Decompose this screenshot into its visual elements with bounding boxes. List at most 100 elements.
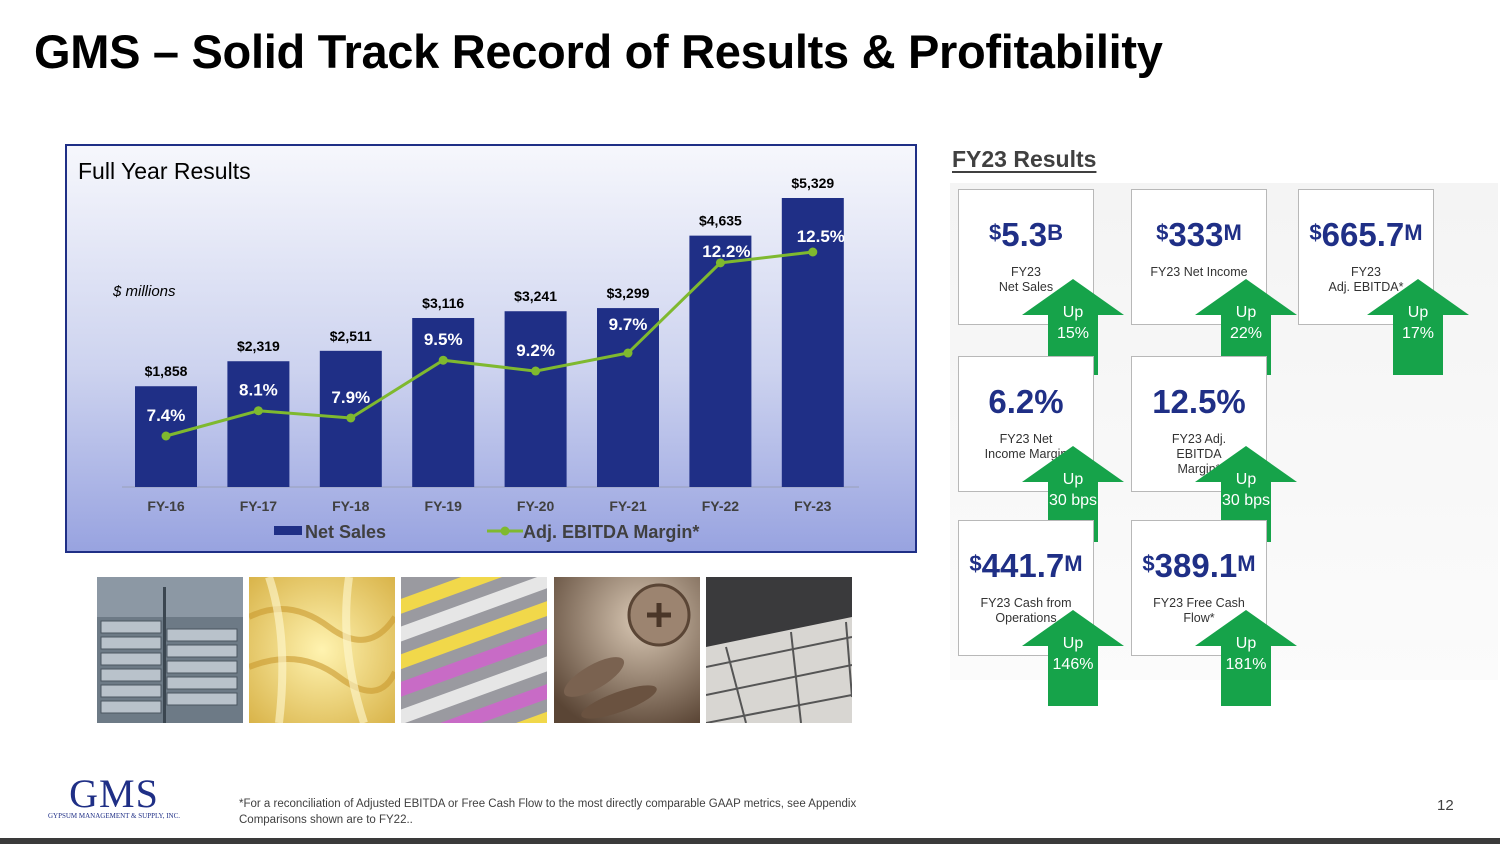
arrow-up-text: Up — [1235, 304, 1257, 321]
card-value-prefix: $ — [969, 551, 982, 576]
arrow-change-text: 30 bps — [1221, 492, 1271, 509]
card-value: $333M — [1132, 216, 1266, 254]
up-arrow-icon: Up 30 bps — [1022, 446, 1124, 542]
card-value-suffix: B — [1047, 220, 1063, 245]
x-tick-label: FY-21 — [609, 498, 647, 514]
up-arrow-icon: Up 30 bps — [1195, 446, 1297, 542]
ebitda-margin-label: 9.2% — [516, 341, 555, 360]
up-arrow-icon: Up 15% — [1022, 279, 1124, 375]
bar-value-label: $1,858 — [145, 363, 188, 379]
bottom-bar — [0, 838, 1500, 844]
card-value: 6.2% — [959, 383, 1093, 421]
arrow-change-text: 30 bps — [1048, 492, 1098, 509]
bar-fy-20 — [504, 311, 567, 487]
drywall-photo — [401, 577, 547, 723]
ebitda-margin-label: 8.1% — [239, 381, 278, 400]
arrow-up-text: Up — [1062, 304, 1084, 321]
ebitda-margin-point — [531, 366, 541, 376]
card-value: 12.5% — [1132, 383, 1266, 421]
card-value-number: 12.5% — [1152, 383, 1246, 420]
arrow-up-text: Up — [1062, 635, 1084, 652]
footnote: *For a reconciliation of Adjusted EBITDA… — [239, 796, 856, 828]
arrow-up-text: Up — [1407, 304, 1429, 321]
gms-logo: GMS GYPSUM MANAGEMENT & SUPPLY, INC. — [44, 774, 184, 822]
legend-ebitda-label: Adj. EBITDA Margin* — [523, 522, 699, 542]
bar-value-label: $3,116 — [422, 295, 464, 311]
up-arrow-icon: Up 146% — [1022, 610, 1124, 706]
ebitda-margin-line — [165, 250, 813, 438]
ebitda-margin-label: 12.2% — [702, 242, 750, 261]
x-tick-label: FY-20 — [517, 498, 555, 514]
card-value-prefix: $ — [1156, 220, 1169, 245]
ceiling-tiles-photo — [706, 577, 852, 723]
page-title: GMS – Solid Track Record of Results & Pr… — [34, 25, 1163, 78]
bar-fy-17 — [227, 361, 290, 487]
card-value: $665.7M — [1299, 216, 1433, 254]
arrow-change-text: 146% — [1052, 656, 1094, 673]
card-value-number: 6.2% — [988, 383, 1064, 420]
ebitda-margin-label: 9.5% — [424, 330, 463, 349]
card-label: FY23 Adj. EBITDA* — [1328, 265, 1404, 294]
arrow-change-text: 17% — [1401, 325, 1435, 342]
card-label: FY23 Net Income — [1150, 265, 1248, 279]
card-value: $441.7M — [959, 547, 1093, 585]
card-value-number: 441.7 — [981, 547, 1065, 584]
ebitda-margin-point — [808, 247, 818, 257]
chart-title: Full Year Results — [78, 158, 251, 184]
fy23-results-heading: FY23 Results — [952, 146, 1097, 172]
ebitda-margin-point — [346, 413, 356, 423]
card-value-number: 665.7 — [1321, 216, 1405, 253]
bar-value-label: $3,299 — [607, 285, 650, 301]
insulation-photo — [249, 577, 395, 723]
bar-value-label: $5,329 — [791, 175, 834, 191]
bar-fy-22 — [689, 235, 752, 487]
card-value-number: 333 — [1168, 216, 1224, 253]
x-tick-label: FY-22 — [702, 498, 740, 514]
legend-ebitda-swatch-point — [500, 526, 510, 536]
bar-fy-19 — [412, 318, 475, 487]
arrow-change-text: 15% — [1056, 325, 1090, 342]
ebitda-margin-point — [253, 406, 263, 416]
card-value-suffix: M — [1404, 220, 1423, 245]
arrow-change-text: 181% — [1225, 656, 1267, 673]
bar-fy-23 — [781, 198, 844, 487]
x-tick-label: FY-17 — [240, 498, 278, 514]
ebitda-margin-label: 7.9% — [331, 388, 370, 407]
ebitda-margin-label: 7.4% — [147, 406, 186, 425]
card-value-number: 389.1 — [1154, 547, 1238, 584]
x-tick-label: FY-19 — [425, 498, 463, 514]
card-value: $389.1M — [1132, 547, 1266, 585]
up-arrow-icon: Up 17% — [1367, 279, 1469, 375]
card-net-income: $333M FY23 Net Income — [1131, 189, 1267, 325]
arrow-change-text: 22% — [1229, 325, 1263, 342]
ebitda-margin-point — [623, 348, 633, 358]
x-tick-label: FY-16 — [147, 498, 185, 514]
y-axis-units: $ millions — [113, 283, 176, 300]
bar-value-label: $2,319 — [237, 338, 280, 354]
x-tick-label: FY-18 — [332, 498, 370, 514]
arrow-up-text: Up — [1235, 635, 1257, 652]
x-tick-label: FY-23 — [794, 498, 832, 514]
card-label: FY23 Free Cash Flow* — [1153, 596, 1245, 625]
chart-plot: $1,858 FY-16 $2,319 FY-17 $2,511 FY-18 $3,116 F… — [122, 175, 859, 542]
card-value-prefix: $ — [988, 220, 1002, 245]
card-label: FY23 Net Income Margin — [984, 432, 1068, 461]
footnote-line-2: Comparisons shown are to FY22.. — [239, 814, 413, 826]
card-value-prefix: $ — [1309, 220, 1322, 245]
card-label: FY23 Cash from Operations — [980, 596, 1072, 625]
ebitda-margin-label: 12.5% — [797, 227, 845, 246]
card-value-prefix: $ — [1142, 551, 1155, 576]
up-arrow-icon: Up 22% — [1195, 279, 1297, 375]
ebitda-margin-point — [438, 355, 448, 365]
bar-value-label: $3,241 — [514, 288, 557, 304]
card-value-number: 5.3 — [1001, 216, 1048, 253]
full-year-results-chart: Full Year Results $ millions $1,858 FY-16… — [65, 144, 917, 553]
legend-net-sales-label: Net Sales — [305, 522, 386, 542]
legend-net-sales-swatch — [274, 526, 302, 535]
bar-fy-21 — [597, 308, 659, 487]
card-label: FY23 Net Sales — [998, 265, 1054, 294]
bar-value-label: $4,635 — [699, 213, 742, 229]
arrow-up-text: Up — [1062, 471, 1084, 488]
card-value: $5.3B — [959, 216, 1093, 254]
steel-studs-photo — [97, 577, 243, 723]
